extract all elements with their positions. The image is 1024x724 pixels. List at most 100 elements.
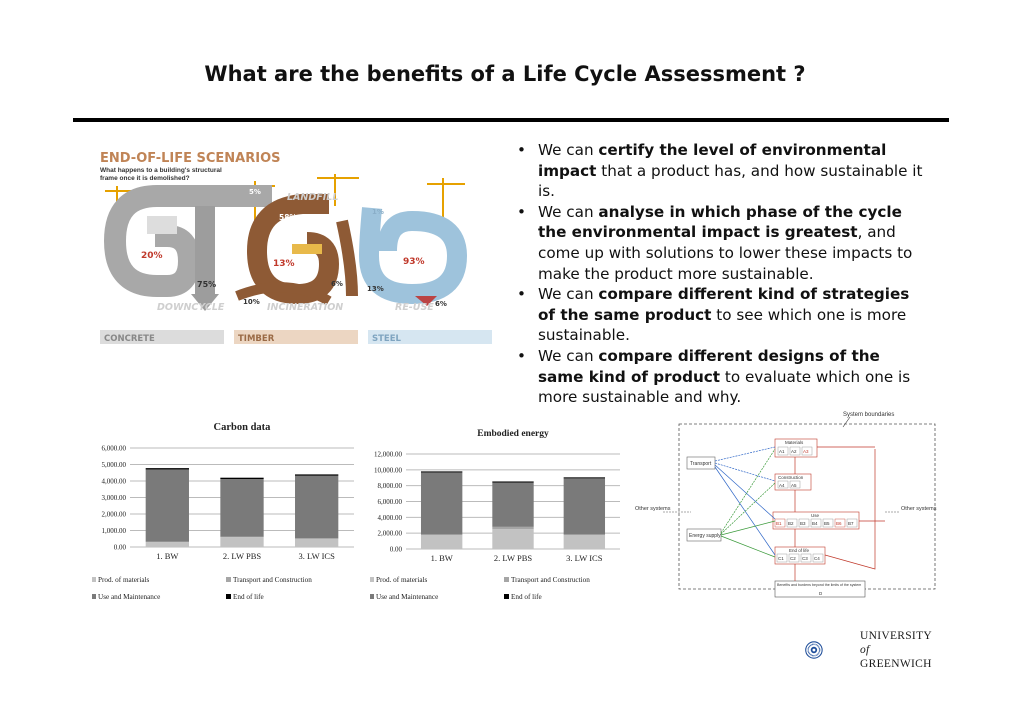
concrete-bar — [100, 330, 224, 344]
other-systems-right: Other systems — [901, 506, 937, 512]
y-tick-label: 2,000.00 — [378, 530, 403, 538]
boundary-label: System boundaries — [843, 412, 894, 418]
infographic-heading: END-OF-LIFE SCENARIOS — [100, 151, 281, 166]
svg-text:Materials: Materials — [785, 440, 804, 445]
timber-label: TIMBER — [238, 334, 275, 344]
timber-landfill-pct: 58% — [279, 213, 297, 222]
x-tick-label: 1. BW — [156, 551, 178, 561]
x-tick-label: 2. LW PBS — [223, 551, 261, 561]
label-downcycle: DOWNCYCLE — [157, 302, 225, 313]
other-systems-left: Other systems — [635, 506, 671, 512]
bar-segment — [220, 537, 264, 547]
svg-text:Use: Use — [811, 513, 819, 518]
steel-reuse-pct: 93% — [403, 257, 425, 267]
bar-segment — [420, 471, 463, 473]
chart-title: Embodied energy — [477, 429, 549, 439]
svg-text:Transport: Transport — [690, 461, 712, 467]
steel-bar — [368, 330, 492, 344]
svg-text:Energy supply: Energy supply — [689, 533, 721, 539]
svg-text:B2: B2 — [788, 521, 794, 526]
x-tick-label: 1. BW — [431, 553, 453, 563]
svg-text:B4: B4 — [812, 521, 818, 526]
svg-text:C3: C3 — [802, 556, 808, 561]
y-tick-label: 3,000.00 — [102, 494, 127, 502]
bullet-item: We can compare different kind of strateg… — [515, 284, 925, 346]
y-tick-label: 1,000.00 — [102, 527, 127, 535]
y-tick-label: 6,000.00 — [102, 445, 127, 453]
legend-swatch — [92, 594, 96, 599]
svg-text:C4: C4 — [814, 556, 820, 561]
x-tick-label: 3. LW ICS — [299, 551, 336, 561]
timber-loop — [235, 194, 358, 306]
legend-swatch — [504, 577, 509, 582]
legend-label: Transport and Construction — [511, 576, 590, 584]
timber-incineration-pct: 10% — [243, 298, 260, 306]
bar-segment — [492, 526, 534, 530]
svg-text:A3: A3 — [803, 449, 809, 454]
svg-text:A2: A2 — [791, 449, 797, 454]
legend-label: Prod. of materials — [376, 576, 428, 584]
bar-segment — [220, 477, 264, 480]
infographic-subheading-1: What happens to a building's structural — [100, 167, 222, 174]
label-reuse: RE-USE — [395, 302, 434, 313]
bar-segment — [492, 481, 534, 483]
bullet-item: We can analyse in which phase of the cyc… — [515, 202, 925, 284]
bar-segment — [145, 468, 189, 470]
bar-segment — [145, 469, 189, 542]
steel-landfill-pct: 1% — [372, 208, 384, 216]
chart-title: Carbon data — [214, 422, 272, 433]
bar-segment — [295, 538, 339, 547]
legend-swatch — [370, 594, 374, 599]
benefits-list: We can certify the level of environmenta… — [515, 140, 925, 408]
y-tick-label: 4,000.00 — [378, 514, 403, 522]
bar-segment — [563, 534, 606, 549]
svg-text:B6: B6 — [836, 521, 842, 526]
label-incineration: INCINERATION — [267, 302, 343, 313]
y-tick-label: 4,000.00 — [102, 478, 127, 486]
system-boundaries-diagram: System boundaries Other systems Other sy… — [635, 409, 947, 605]
legend-swatch — [504, 594, 509, 599]
concrete-downcycle-pct: 75% — [197, 280, 216, 289]
y-tick-label: 0.00 — [390, 546, 403, 554]
steel-loop — [358, 207, 468, 306]
x-tick-label: 2. LW PBS — [494, 553, 532, 563]
bullet-item: We can certify the level of environmenta… — [515, 140, 925, 202]
y-tick-label: 8,000.00 — [378, 482, 403, 490]
svg-text:B5: B5 — [824, 521, 830, 526]
svg-text:B7: B7 — [848, 521, 854, 526]
infographic-subheading-2: frame once it is demolished? — [100, 175, 190, 182]
bar-segment — [420, 472, 463, 535]
bar-segment — [420, 534, 463, 549]
legend-label: End of life — [233, 593, 264, 601]
title-rule — [73, 118, 949, 122]
svg-text:B1: B1 — [776, 521, 782, 526]
y-tick-label: 2,000.00 — [102, 511, 127, 519]
bar-segment — [563, 477, 606, 479]
slide-title: What are the benefits of a Life Cycle As… — [204, 62, 806, 86]
svg-text:B3: B3 — [800, 521, 806, 526]
legend-label: Use and Maintenance — [376, 593, 438, 601]
legend-label: Transport and Construction — [233, 576, 312, 584]
timber-bar — [234, 330, 358, 344]
timber-other-pct: 6% — [331, 280, 343, 288]
svg-text:A1: A1 — [779, 449, 785, 454]
bar-segment — [563, 478, 606, 535]
legend-swatch — [370, 577, 374, 582]
bullet-item: We can compare different designs of the … — [515, 346, 925, 408]
legend-label: Prod. of materials — [98, 576, 150, 584]
y-tick-label: 12,000.00 — [374, 451, 403, 459]
bar-segment — [295, 474, 339, 476]
steel-other-pct: 6% — [435, 300, 447, 308]
legend-label: End of life — [511, 593, 542, 601]
end-of-life-infographic: END-OF-LIFE SCENARIOS What happens to a … — [100, 151, 492, 344]
legend-swatch — [92, 577, 96, 582]
embodied-energy-chart: Embodied energy 0.00 2,000.00 4,000.00 6,000… — [370, 429, 620, 601]
concrete-reuse-pct: 20% — [141, 251, 163, 261]
svg-text:End of life: End of life — [789, 548, 810, 553]
svg-text:Benefits and burdens beyond th: Benefits and burdens beyond the limits o… — [777, 583, 861, 587]
timber-reuse-pct: 13% — [273, 259, 295, 269]
svg-text:A4: A4 — [779, 483, 785, 488]
x-tick-label: 3. LW ICS — [566, 553, 603, 563]
steel-label: STEEL — [372, 334, 402, 344]
concrete-loop — [103, 185, 272, 311]
